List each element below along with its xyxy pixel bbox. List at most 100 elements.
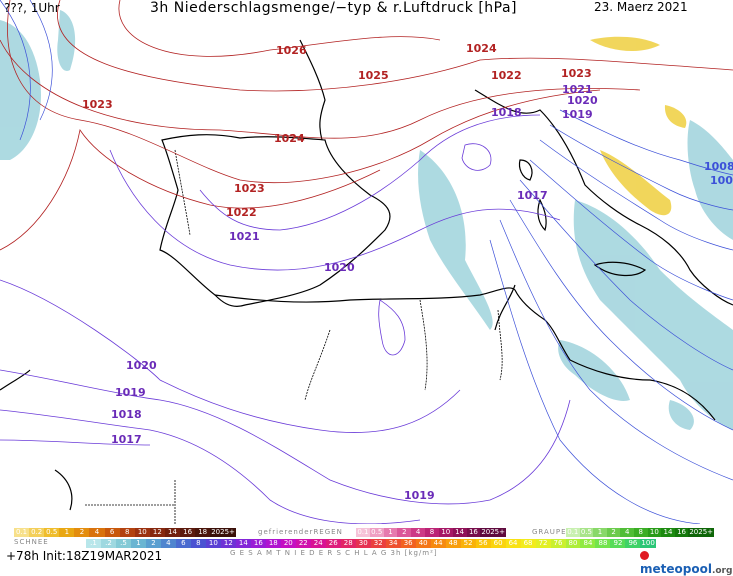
isobar-label: 1023 <box>561 67 592 80</box>
legend-swatch: 1 <box>593 528 607 537</box>
valid-date: 23. Maerz 2021 <box>594 0 688 14</box>
graupel-scale: 0.1 0.5 1 2 4 8 10 14 16 2025+ <box>566 528 715 537</box>
isobar-label: 1018 <box>111 408 142 421</box>
legend-swatch: 0.5 <box>44 528 60 537</box>
isobar-label: 1023 <box>234 182 265 195</box>
legend-swatch: 2025+ <box>688 528 715 537</box>
legend-swatch: .1 <box>86 539 101 548</box>
isobar-label: 100 <box>710 174 733 187</box>
legend-swatch: 8 <box>633 528 648 537</box>
legend-swatch: 1 <box>130 539 146 548</box>
brand-logo[interactable]: meteopool.org <box>640 548 733 576</box>
legend-swatch: 14 <box>235 539 251 548</box>
legend-swatch: 0.1 <box>14 528 30 537</box>
freezing-rain-scale: 0.1 0.5 1 2 4 8 10 14 16 2025+ <box>356 528 506 537</box>
brand-dot-icon <box>640 551 649 560</box>
legend-swatch: 80 <box>565 539 581 548</box>
snow-label: SCHNEE <box>14 538 49 546</box>
legend-swatch: 24 <box>310 539 326 548</box>
isobar-label: 1026 <box>276 44 307 57</box>
legend-swatch: 14 <box>661 528 675 537</box>
isobar-label: 1019 <box>115 386 146 399</box>
legend-swatch: 10 <box>134 528 150 537</box>
run-label: ???, 1Uhr <box>4 1 60 15</box>
brand-suffix: .org <box>711 566 733 576</box>
legend-swatch: 40 <box>415 539 431 548</box>
isobar-lines-low <box>0 114 571 525</box>
legend-swatch: 4 <box>160 539 176 548</box>
legend-swatch: 8 <box>190 539 206 548</box>
isobar-label: 1020 <box>324 261 355 274</box>
legend-swatch: 2025+ <box>480 528 506 537</box>
legend-swatch: 36 <box>400 539 416 548</box>
legend-swatch: 8 <box>425 528 439 537</box>
isobar-label: 1019 <box>404 489 435 502</box>
freezing-rain-label: gefrierenderREGEN <box>258 528 343 536</box>
coastlines <box>0 39 733 511</box>
legend-swatch: 0.5 <box>369 528 384 537</box>
graupel-label: GRAUPEL <box>532 528 572 536</box>
legend-swatch: 60 <box>490 539 506 548</box>
legend-swatch: 4 <box>89 528 105 537</box>
map-title: 3h Niederschlagsmenge/−typ & r.Luftdruck… <box>150 0 518 16</box>
legend-swatch: 10 <box>438 528 453 537</box>
isobar-label: 1008 <box>704 160 733 173</box>
legend-swatch: 56 <box>475 539 491 548</box>
legend-swatch: 6 <box>104 528 120 537</box>
legend-swatch: 92 <box>610 539 626 548</box>
isobar-label: 1022 <box>491 69 522 82</box>
legend-swatch: 68 <box>520 539 536 548</box>
legend-swatch: 10 <box>647 528 662 537</box>
legend-swatch: 26 <box>325 539 341 548</box>
legend-swatch: 2 <box>606 528 621 537</box>
isobar-label: 1024 <box>466 42 497 55</box>
isobar-label: 1017 <box>111 433 142 446</box>
isobar-lines-cyclone <box>0 0 733 525</box>
snow-areas <box>590 36 687 216</box>
legend-swatch: 64 <box>505 539 521 548</box>
legend-swatch: 2025+ <box>210 528 236 537</box>
legend-swatch: .5 <box>115 539 131 548</box>
legend-swatch: 14 <box>164 528 181 537</box>
legend-swatch: 14 <box>452 528 467 537</box>
legend-swatch: 100 <box>640 539 656 548</box>
precipitation-legend: 0.1 0.2 0.5 1 2 4 6 8 10 12 14 16 18 2025+ SCHNEE gef… <box>0 524 733 566</box>
legend-swatch: .2 <box>100 539 116 548</box>
isobar-label: 1021 <box>229 230 260 243</box>
legend-swatch: 52 <box>460 539 476 548</box>
snow-scale: 0.1 0.2 0.5 1 2 4 6 8 10 12 14 16 18 2025+ <box>14 528 236 537</box>
legend-swatch: 88 <box>595 539 611 548</box>
legend-swatch: 16 <box>250 539 266 548</box>
legend-swatch: 30 <box>355 539 371 548</box>
isobar-label: 1024 <box>274 132 305 145</box>
legend-swatch: 72 <box>535 539 551 548</box>
legend-swatch: 44 <box>430 539 446 548</box>
isobar-label: 1019 <box>562 108 593 121</box>
isobar-label: 1017 <box>517 189 548 202</box>
isobar-label: 1022 <box>226 206 257 219</box>
legend-swatch: 28 <box>340 539 356 548</box>
legend-swatch: 34 <box>385 539 401 548</box>
legend-swatch: 84 <box>580 539 596 548</box>
legend-swatch: 76 <box>550 539 566 548</box>
legend-swatch: 2 <box>397 528 412 537</box>
legend-swatch: 18 <box>265 539 281 548</box>
isobar-lines-high <box>0 0 733 251</box>
isobar-labels: 1026 1025 1024 1024 1023 1023 1023 1022 … <box>82 42 733 502</box>
legend-swatch: 96 <box>625 539 641 548</box>
legend-swatch: 20 <box>280 539 296 548</box>
brand-name: meteopool <box>640 562 712 576</box>
isobar-label: 1018 <box>491 106 522 119</box>
legend-swatch: 0.1 <box>566 528 580 537</box>
init-time: +78h Init:18Z19MAR2021 <box>6 549 163 563</box>
legend-swatch: 1 <box>383 528 398 537</box>
total-precip-label: G E S A M T N I E D E R S C H L A G 3h [… <box>230 549 438 557</box>
legend-swatch: 16 <box>466 528 481 537</box>
total-precip-scale: .1.2.5 1 2 4 6 8 10 12 14 16 18 20 22 24 26 28 30 32 34 36 4… <box>86 539 656 548</box>
legend-swatch: 4 <box>620 528 634 537</box>
legend-swatch: 18 <box>195 528 211 537</box>
legend-swatch: 2 <box>145 539 161 548</box>
legend-swatch: 16 <box>674 528 689 537</box>
legend-swatch: 0.5 <box>579 528 594 537</box>
